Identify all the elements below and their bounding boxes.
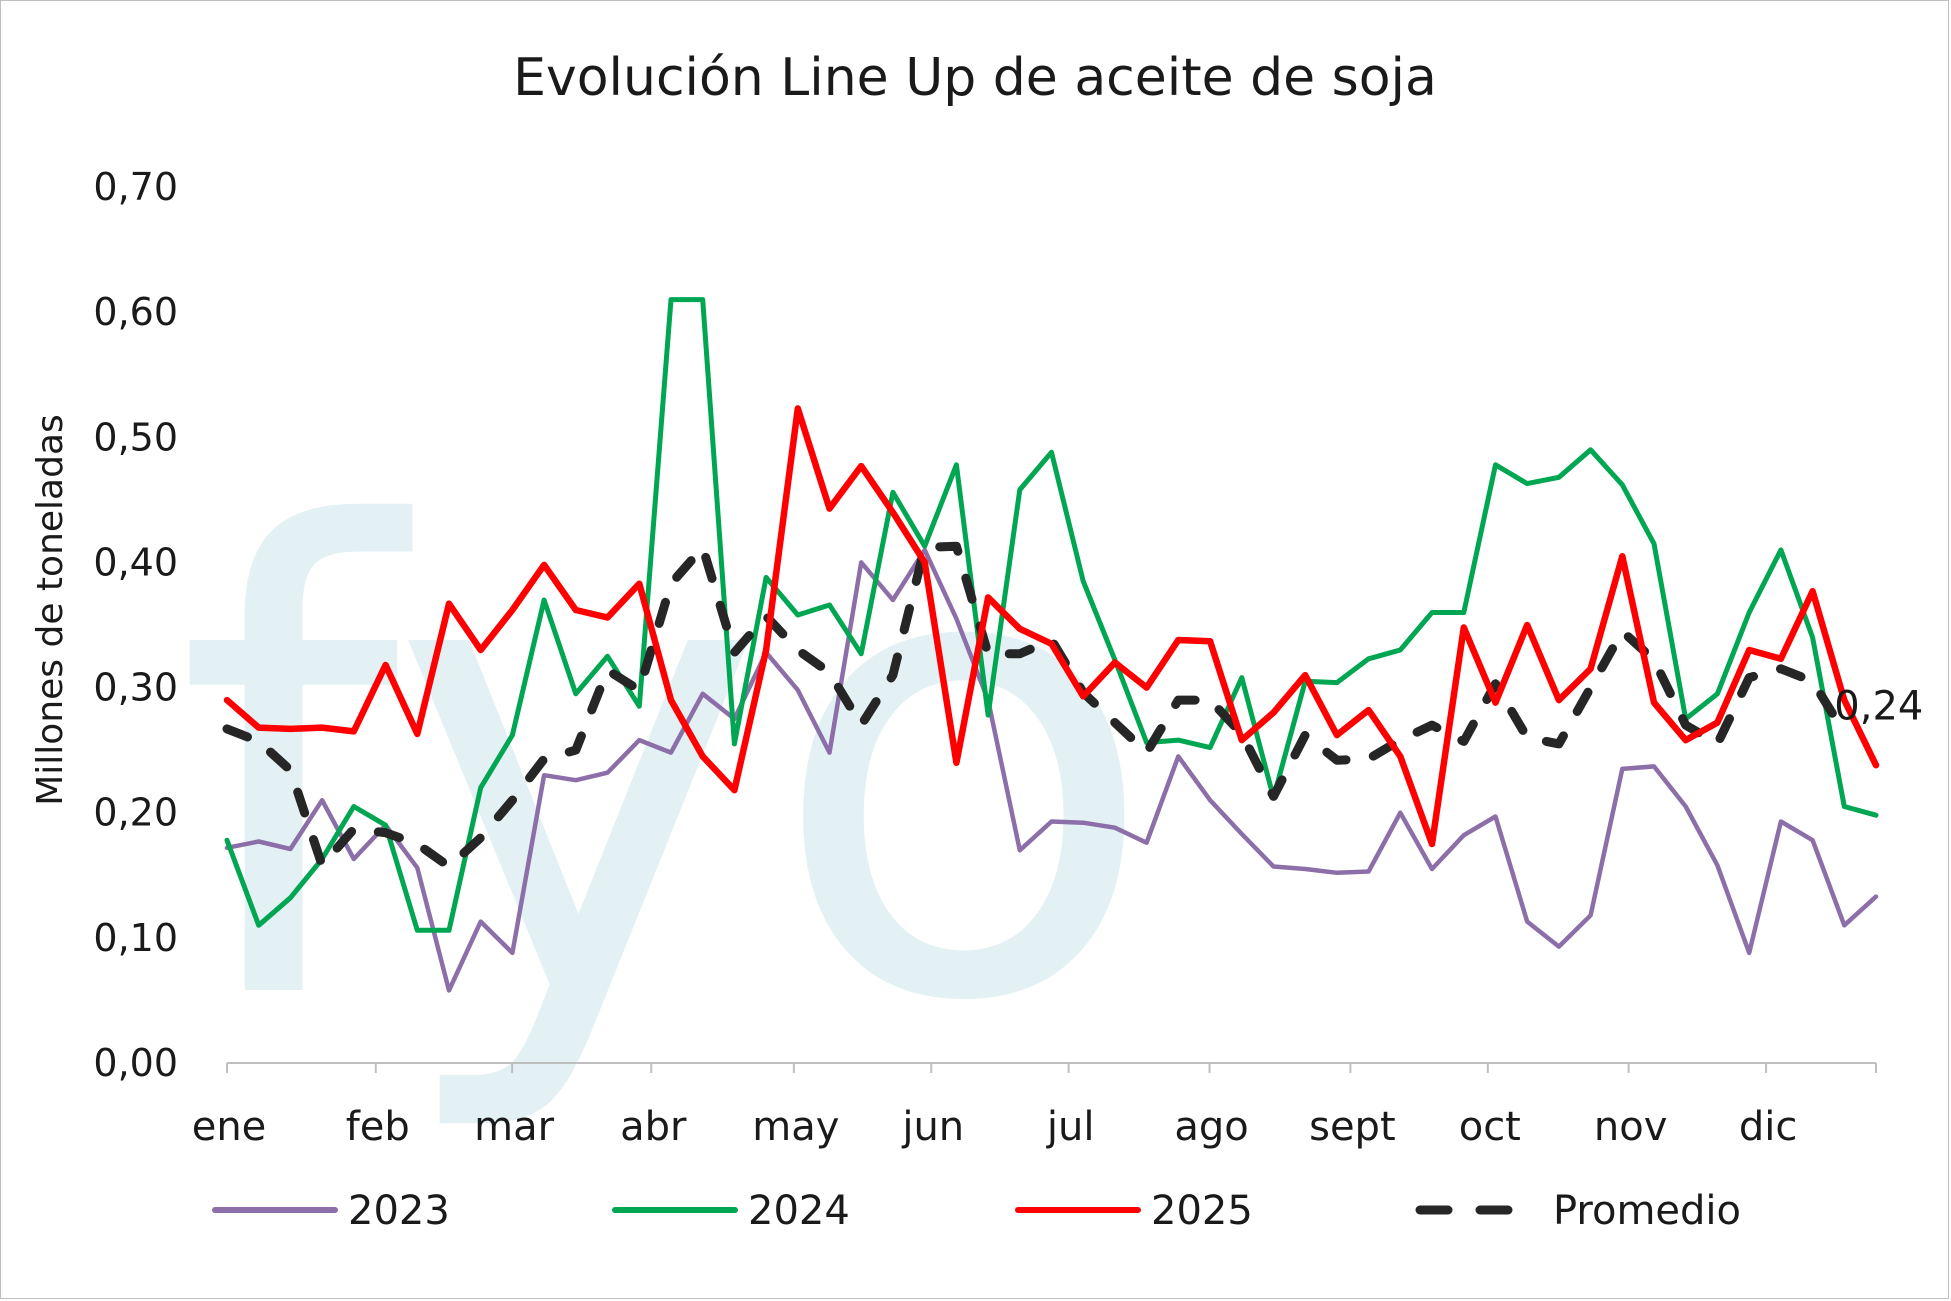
x-tick-label: nov (1594, 1104, 1668, 1150)
y-tick-label: 0,70 (93, 165, 178, 209)
x-tick-label: abr (620, 1104, 687, 1150)
x-tick-label: mar (474, 1104, 554, 1150)
y-axis-label: Millones de toneladas (30, 414, 71, 806)
y-tick-label: 0,00 (93, 1041, 178, 1085)
legend: 2023 2024 2025 Promedio (212, 1188, 1741, 1234)
y-tick-label: 0,30 (93, 666, 178, 710)
legend-label-2023: 2023 (348, 1188, 450, 1234)
watermark-text: fyo (175, 396, 1159, 1141)
x-tick-label: dic (1739, 1104, 1798, 1150)
x-tick-label: ene (192, 1104, 267, 1150)
y-tick-label: 0,20 (93, 791, 178, 835)
x-tick-label: jul (1046, 1104, 1095, 1150)
y-tick-label: 0,60 (93, 290, 178, 334)
legend-label-2025: 2025 (1151, 1188, 1253, 1234)
y-tick-labels: 0,00 0,10 0,20 0,30 0,40 0,50 0,60 0,70 (93, 165, 178, 1085)
series-lines (222, 297, 1880, 993)
series-line-2023 (224, 547, 1879, 993)
x-tick-label: feb (346, 1104, 410, 1150)
end-value-label: 0,24 (1834, 684, 1923, 730)
legend-label-promedio: Promedio (1553, 1188, 1741, 1234)
legend-label-2024: 2024 (748, 1188, 850, 1234)
x-tick-label: sept (1309, 1104, 1396, 1150)
x-axis: ene feb mar abr may jun jul ago sept oct nov dic (192, 1062, 1877, 1150)
fyo-watermark: fyo (175, 396, 1159, 1141)
series-line-promedio (222, 541, 1849, 871)
chart-title: Evolución Line Up de aceite de soja (513, 48, 1437, 108)
series-line-2024 (224, 297, 1879, 933)
x-tick-label: may (752, 1104, 839, 1150)
series-line-2025 (223, 405, 1880, 848)
x-tick-label: ago (1174, 1104, 1248, 1150)
y-tick-label: 0,40 (93, 540, 178, 584)
x-tick-label: oct (1459, 1104, 1521, 1150)
x-tick-label: jun (901, 1104, 964, 1150)
y-tick-label: 0,10 (93, 916, 178, 960)
y-tick-label: 0,50 (93, 415, 178, 459)
